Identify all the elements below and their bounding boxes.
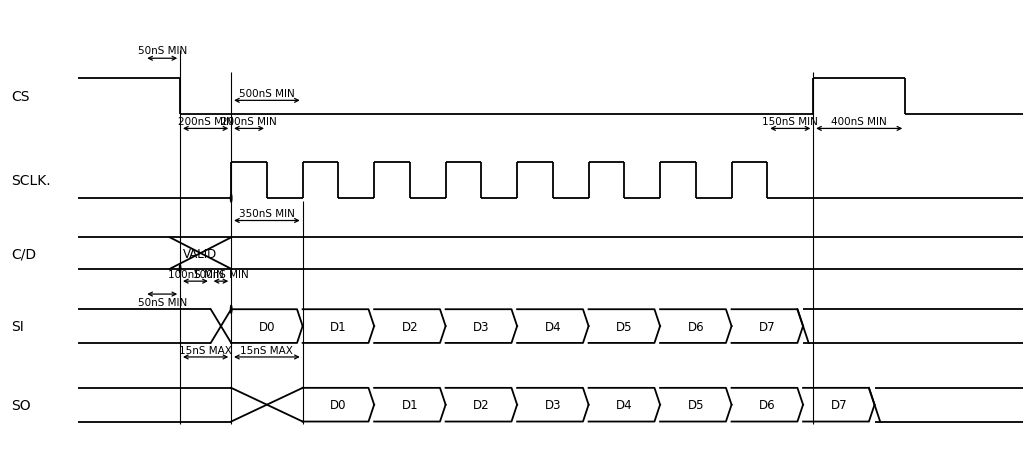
Text: D3: D3 (545, 398, 561, 411)
Text: D4: D4 (616, 398, 633, 411)
Text: D1: D1 (330, 320, 347, 333)
Text: D2: D2 (401, 320, 418, 333)
Text: 150nS MIN: 150nS MIN (762, 117, 818, 127)
Text: VALID: VALID (183, 247, 218, 260)
Text: D7: D7 (830, 398, 847, 411)
Text: 50nS MIN: 50nS MIN (137, 46, 186, 56)
Text: C/D: C/D (11, 247, 37, 261)
Text: SCLK.: SCLK. (11, 174, 51, 188)
Text: 400nS MIN: 400nS MIN (831, 117, 887, 127)
Text: D7: D7 (759, 320, 775, 333)
Text: 15nS MAX: 15nS MAX (241, 345, 293, 355)
Text: 350nS MIN: 350nS MIN (239, 209, 295, 219)
Text: 50nS MIN: 50nS MIN (137, 297, 186, 307)
Text: D0: D0 (330, 398, 347, 411)
Circle shape (230, 195, 231, 202)
Circle shape (230, 306, 231, 313)
Text: D4: D4 (545, 320, 561, 333)
Text: D6: D6 (759, 398, 775, 411)
Text: 100nS MIN: 100nS MIN (194, 269, 249, 279)
Text: 500nS MIN: 500nS MIN (239, 89, 295, 99)
Text: D0: D0 (259, 320, 275, 333)
Text: 100nS MIN: 100nS MIN (168, 269, 223, 279)
Text: D6: D6 (687, 320, 705, 333)
Circle shape (179, 265, 181, 273)
Text: D2: D2 (473, 398, 489, 411)
Text: D3: D3 (473, 320, 489, 333)
Text: CS: CS (11, 90, 30, 104)
Text: SO: SO (11, 398, 31, 412)
Text: 200nS MIN: 200nS MIN (178, 117, 233, 127)
Text: 200nS MIN: 200nS MIN (221, 117, 276, 127)
Text: 15nS MAX: 15nS MAX (179, 345, 232, 355)
Text: SI: SI (11, 319, 25, 333)
Text: D5: D5 (616, 320, 633, 333)
Text: D1: D1 (401, 398, 418, 411)
Text: D5: D5 (687, 398, 705, 411)
